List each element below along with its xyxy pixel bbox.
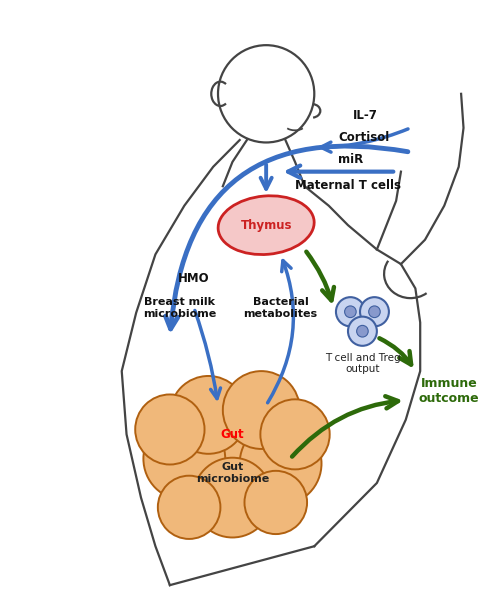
Text: Bacterial
metabolites: Bacterial metabolites <box>244 297 318 319</box>
Text: Thymus: Thymus <box>241 219 292 231</box>
Circle shape <box>240 422 322 505</box>
Circle shape <box>158 476 221 539</box>
Circle shape <box>135 395 204 465</box>
Circle shape <box>184 401 281 498</box>
Circle shape <box>223 371 300 449</box>
Text: Breast milk
microbiome: Breast milk microbiome <box>143 297 216 319</box>
Ellipse shape <box>218 196 314 255</box>
Text: Maternal T cells: Maternal T cells <box>295 179 401 191</box>
Circle shape <box>348 316 377 346</box>
Circle shape <box>345 306 356 318</box>
Text: T cell and Treg
output: T cell and Treg output <box>325 353 400 375</box>
Text: Gut: Gut <box>221 428 244 441</box>
Text: Immune
outcome: Immune outcome <box>419 376 479 405</box>
Text: miR: miR <box>338 153 364 166</box>
Text: IL-7: IL-7 <box>353 109 378 122</box>
Circle shape <box>357 325 368 337</box>
Text: Cortisol: Cortisol <box>338 131 389 144</box>
Circle shape <box>193 458 272 538</box>
Circle shape <box>143 418 225 500</box>
Circle shape <box>244 471 307 534</box>
Text: HMO: HMO <box>178 272 210 285</box>
Text: Gut
microbiome: Gut microbiome <box>196 462 269 484</box>
Circle shape <box>261 399 330 470</box>
Circle shape <box>369 306 380 318</box>
Circle shape <box>360 297 389 327</box>
Circle shape <box>170 376 247 454</box>
Circle shape <box>336 297 365 327</box>
